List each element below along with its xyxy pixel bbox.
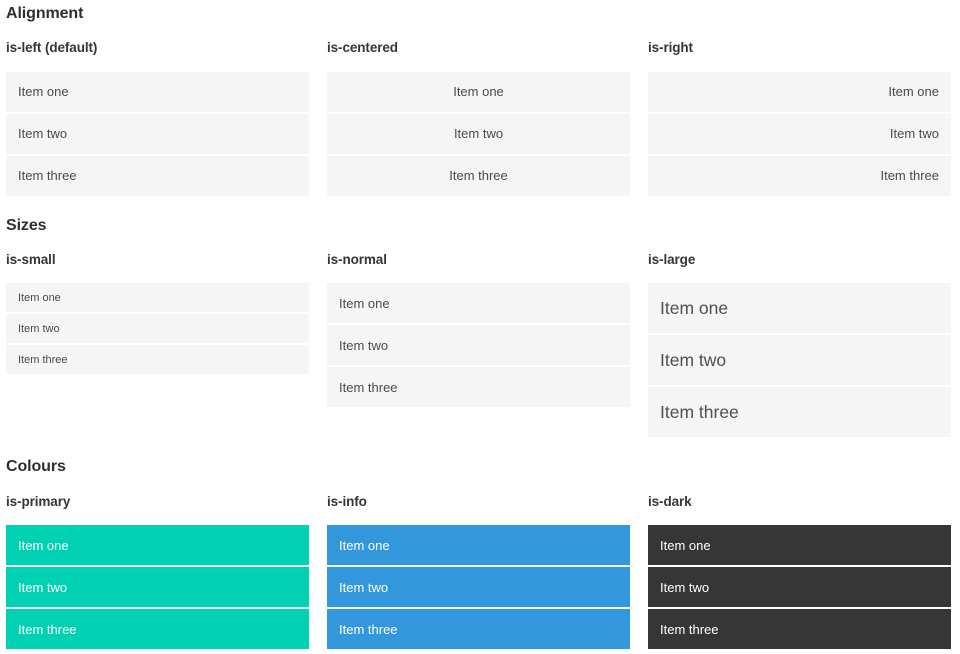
- list-item: Item three: [6, 609, 309, 650]
- list-item: Item one: [327, 71, 630, 112]
- column-modifier-label: is-small: [6, 251, 56, 267]
- demo-column-left: is-left (default) Item one Item two Item…: [6, 40, 309, 196]
- list-item: Item two: [6, 113, 309, 154]
- list-item: Item two: [327, 325, 630, 366]
- demo-column-centered: is-centered Item one Item two Item three: [327, 40, 630, 196]
- list-item: Item one: [648, 71, 951, 112]
- demo-section: Alignment is-left (default) Item one Ite…: [6, 4, 951, 196]
- column-modifier-label: is-left (default): [6, 40, 98, 56]
- list-item: Item three: [6, 155, 309, 196]
- list-item: Item three: [6, 345, 309, 375]
- list-item: Item one: [6, 525, 309, 566]
- item-list: Item one Item two Item three: [6, 525, 309, 650]
- list-item: Item two: [6, 567, 309, 608]
- list-item: Item one: [6, 71, 309, 112]
- demo-section: Sizes is-small Item one Item two Item th…: [6, 216, 951, 438]
- column-modifier-label: is-primary: [6, 493, 71, 509]
- demo-column-large: is-large Item one Item two Item three: [648, 252, 951, 438]
- demo-column-right: is-right Item one Item two Item three: [648, 40, 951, 196]
- item-list: Item one Item two Item three: [327, 525, 630, 650]
- item-list: Item one Item two Item three: [6, 283, 309, 375]
- demo-column-normal: is-normal Item one Item two Item three: [327, 252, 630, 408]
- item-list: Item one Item two Item three: [327, 71, 630, 196]
- list-item: Item two: [327, 567, 630, 608]
- column-modifier-label: is-info: [327, 493, 367, 509]
- list-item: Item two: [648, 113, 951, 154]
- section-columns: is-small Item one Item two Item three is…: [6, 252, 951, 438]
- list-item: Item three: [327, 155, 630, 196]
- section-title: Colours: [6, 458, 66, 476]
- section-columns: is-left (default) Item one Item two Item…: [6, 40, 951, 196]
- section-title: Sizes: [6, 216, 47, 234]
- column-modifier-label: is-right: [648, 40, 693, 56]
- list-item: Item one: [327, 283, 630, 324]
- item-list: Item one Item two Item three: [327, 283, 630, 408]
- column-modifier-label: is-centered: [327, 40, 398, 56]
- item-list: Item one Item two Item three: [648, 71, 951, 196]
- column-modifier-label: is-dark: [648, 493, 692, 509]
- item-list: Item one Item two Item three: [648, 525, 951, 650]
- list-item: Item one: [327, 525, 630, 566]
- item-list: Item one Item two Item three: [648, 283, 951, 438]
- demo-column-dark: is-dark Item one Item two Item three: [648, 494, 951, 650]
- list-item: Item three: [648, 155, 951, 196]
- sections-container: Alignment is-left (default) Item one Ite…: [6, 4, 951, 650]
- section-title: Alignment: [6, 5, 84, 22]
- demo-column-info: is-info Item one Item two Item three: [327, 494, 630, 650]
- list-item: Item one: [6, 283, 309, 313]
- list-item: Item one: [648, 283, 951, 334]
- demo-column-primary: is-primary Item one Item two Item three: [6, 494, 309, 650]
- list-item: Item two: [648, 335, 951, 386]
- list-item: Item two: [6, 314, 309, 344]
- column-modifier-label: is-large: [648, 251, 696, 267]
- list-item: Item three: [327, 609, 630, 650]
- list-item: Item two: [327, 113, 630, 154]
- list-item: Item three: [648, 387, 951, 438]
- item-list: Item one Item two Item three: [6, 71, 309, 196]
- demo-section: Colours is-primary Item one Item two Ite…: [6, 457, 951, 650]
- section-columns: is-primary Item one Item two Item three …: [6, 494, 951, 650]
- demo-column-small: is-small Item one Item two Item three: [6, 252, 309, 375]
- list-item: Item two: [648, 567, 951, 608]
- list-item: Item one: [648, 525, 951, 566]
- column-modifier-label: is-normal: [327, 251, 387, 267]
- list-item: Item three: [648, 609, 951, 650]
- list-item: Item three: [327, 367, 630, 408]
